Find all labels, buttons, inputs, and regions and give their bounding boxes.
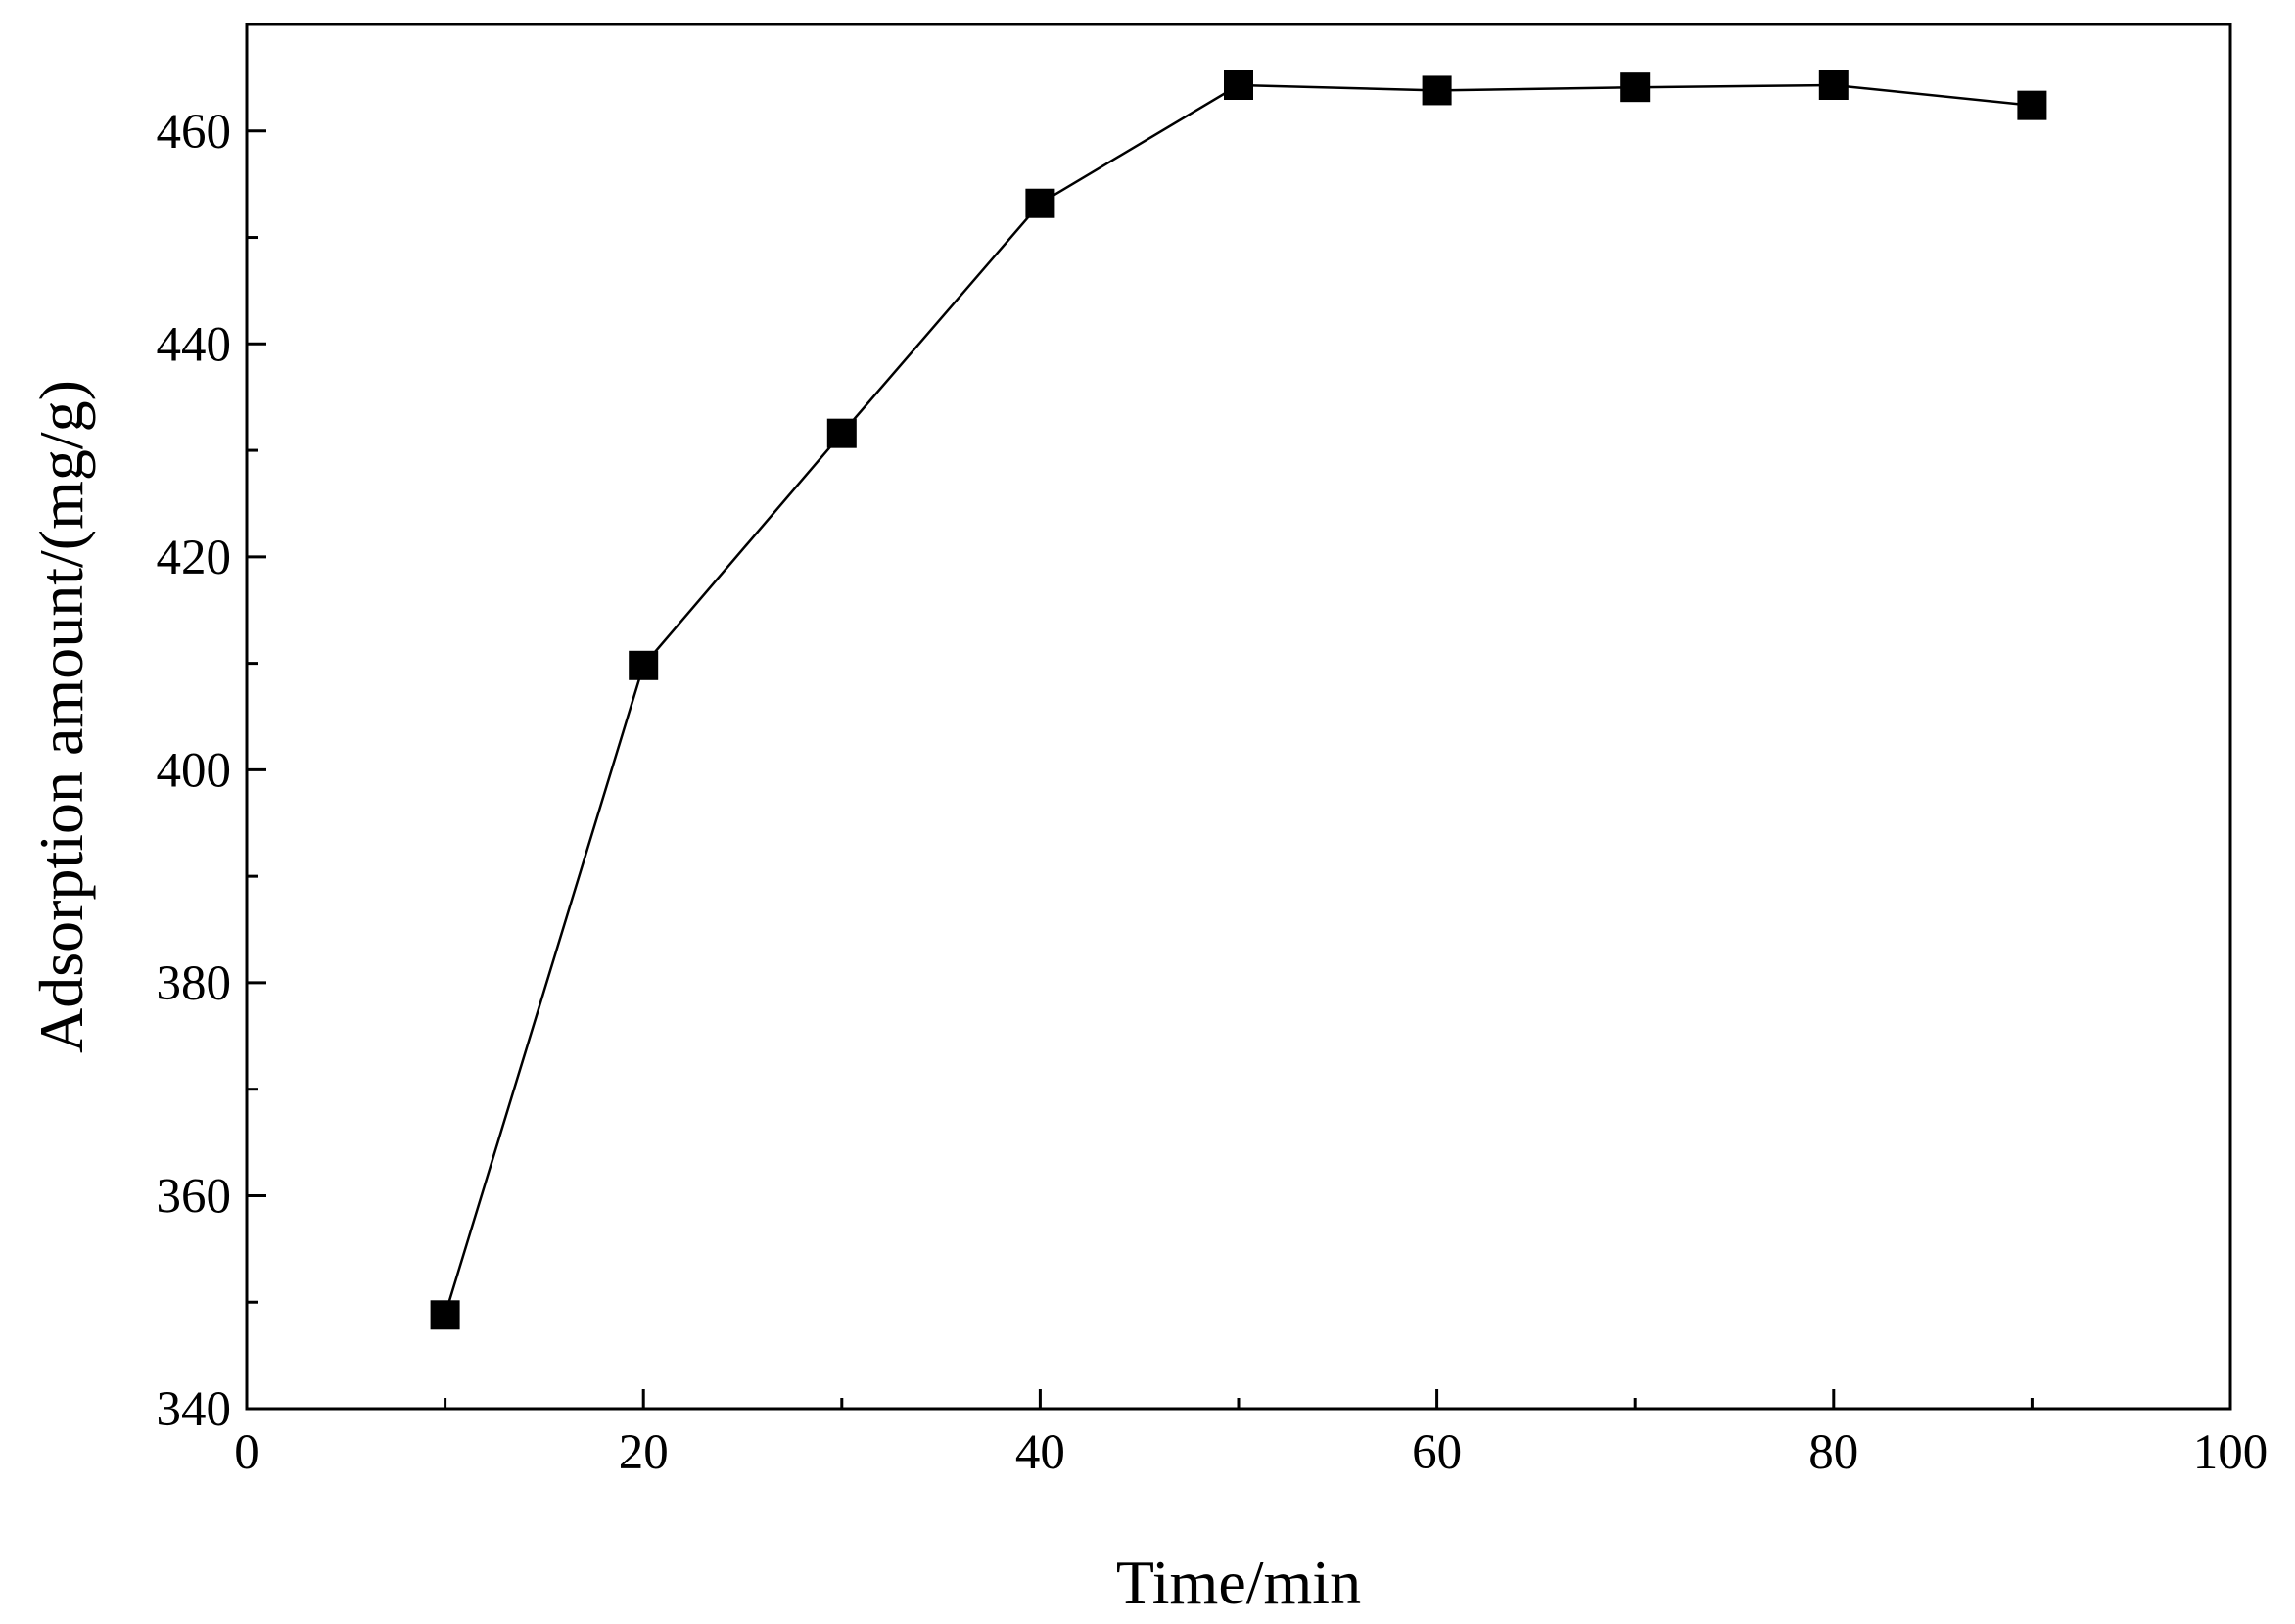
data-point [2017,90,2047,120]
labels-layer: 0 20 40 60 80 100 340 360 380 400 420 440 460 [157,105,2269,1480]
x-tick-label: 20 [619,1425,669,1480]
x-tick-label: 40 [1015,1425,1065,1480]
y-tick-label: 460 [157,105,232,160]
x-tick-label: 80 [1808,1425,1858,1480]
y-tick-label: 380 [157,956,232,1011]
y-tick-label: 360 [157,1169,232,1224]
y-tick-label: 400 [157,743,232,798]
data-point [430,1300,460,1330]
data-point [826,418,857,448]
series-line [444,83,2033,1316]
plot-frame [245,23,2232,1411]
data-point [1224,70,1253,100]
x-axis-title: Time/min [1116,1548,1361,1617]
y-tick-label: 420 [157,531,232,585]
series-layer [430,70,2047,1330]
x-tick-label: 60 [1412,1425,1462,1480]
ticks-layer [245,23,2232,1411]
y-tick-label: 440 [157,317,232,372]
y-axis-title: Adsorption amount/(mg/g) [26,380,96,1053]
data-point [629,650,659,680]
data-point [1422,75,1452,106]
data-point [1025,188,1055,218]
x-tick-label: 100 [2193,1425,2269,1480]
y-tick-label: 340 [157,1382,232,1437]
data-point [1620,72,1651,103]
data-point [1818,70,1849,100]
x-tick-label: 0 [234,1425,259,1480]
